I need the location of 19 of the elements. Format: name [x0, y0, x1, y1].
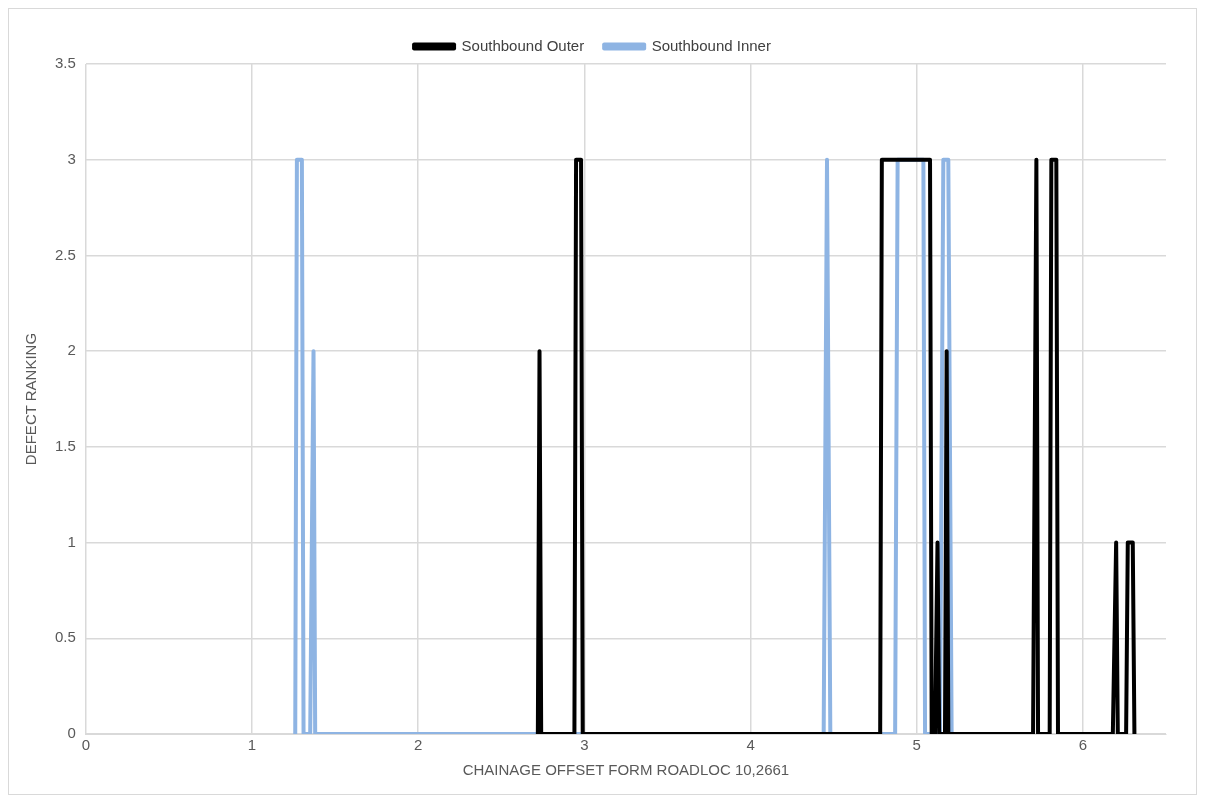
y-tick-label: 3 — [67, 149, 76, 167]
x-tick-label: 0 — [81, 736, 91, 754]
x-tick-label: 6 — [1078, 736, 1088, 754]
legend-label: Southbound Outer — [461, 36, 585, 54]
y-tick-label: 0.5 — [54, 628, 76, 646]
legend-label: Southbound Inner — [651, 36, 771, 54]
y-tick-label: 2.5 — [54, 245, 76, 263]
x-tick-label: 1 — [247, 736, 257, 754]
x-tick-label: 2 — [414, 736, 423, 754]
x-tick-label: 4 — [746, 736, 755, 754]
y-tick-label: 0 — [67, 724, 76, 742]
x-tick-label: 5 — [912, 736, 921, 754]
y-tick-label: 1 — [67, 532, 76, 550]
y-axis-title: DEFECT RANKING — [22, 332, 40, 466]
x-axis-title: CHAINAGE OFFSET FORM ROADLOC 10,2661 — [462, 761, 790, 779]
y-tick-label: 1.5 — [54, 437, 76, 454]
y-tick-label: 2 — [67, 341, 76, 359]
x-tick-label: 3 — [580, 736, 589, 754]
y-tick-label: 3.5 — [54, 54, 76, 72]
